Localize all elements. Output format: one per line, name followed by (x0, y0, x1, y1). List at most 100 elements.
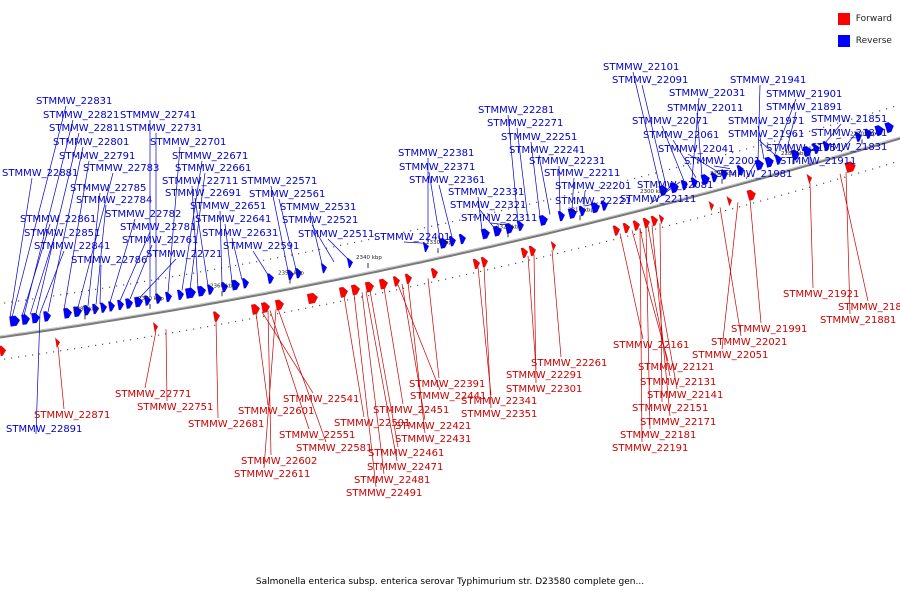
track-dot (333, 246, 335, 248)
track-dot (704, 215, 706, 217)
gene-label: STMMW_22131 (640, 377, 716, 388)
track-dot (613, 239, 615, 241)
track-dot (585, 246, 587, 248)
track-dot (711, 213, 713, 215)
forward-gene-arrow (658, 213, 665, 225)
track-dot (452, 277, 454, 279)
gene-label: STMMW_22671 (172, 151, 248, 162)
leader-line (551, 249, 562, 358)
track-dot (39, 353, 41, 355)
gene-label: STMMW_21881 (820, 315, 896, 326)
forward-gene-arrow (430, 267, 439, 279)
track-dot (627, 235, 629, 237)
track-dot (795, 190, 797, 192)
track-dot (312, 250, 314, 252)
label-leader-lines (9, 71, 869, 488)
track-dot (515, 206, 517, 208)
forward-gene-arrow (480, 256, 489, 268)
track-dot (403, 231, 405, 233)
gene-label: STMMW_22781 (120, 222, 196, 233)
reverse-gene-arrow (62, 307, 73, 319)
reverse-gene-arrow (164, 291, 173, 303)
track-dot (809, 130, 811, 132)
track-dot (431, 281, 433, 283)
track-dot (200, 327, 202, 329)
track-dot (858, 116, 860, 118)
track-dot (186, 273, 188, 275)
reverse-gene-arrow (133, 296, 144, 308)
gene-label: STMMW_22141 (647, 390, 723, 401)
track-dot (340, 300, 342, 302)
track-dot (11, 301, 13, 303)
track-dot (774, 196, 776, 198)
track-dot (886, 164, 888, 166)
track-dot (53, 351, 55, 353)
reverse-gene-arrow (516, 220, 525, 232)
track-dot (95, 344, 97, 346)
reverse-gene-arrow (30, 312, 41, 324)
leader-line (191, 185, 199, 288)
track-dot (669, 224, 671, 226)
track-dot (508, 264, 510, 266)
track-dot (284, 255, 286, 257)
track-dot (4, 302, 6, 304)
track-dot (466, 217, 468, 220)
gene-label: STMMW_22841 (34, 241, 110, 252)
reverse-gene-arrow (578, 205, 587, 217)
track-dot (102, 287, 104, 289)
reverse-gene-arrow (42, 310, 52, 322)
reverse-gene-arrow (790, 149, 801, 161)
track-dot (417, 284, 419, 286)
reverse-gene-arrow (230, 279, 241, 291)
track-dot (368, 295, 370, 297)
track-dot (529, 203, 531, 205)
forward-gene-arrow (528, 245, 537, 257)
track-dot (193, 328, 195, 330)
gene-label: STMMW_21851 (811, 114, 887, 125)
track-dot (18, 300, 20, 302)
gene-label: STMMW_22041 (658, 144, 734, 155)
leader-line (645, 226, 651, 430)
track-dot (137, 282, 139, 284)
map-caption: Salmonella enterica subsp. enterica sero… (255, 577, 645, 587)
track-dot (291, 254, 293, 256)
gene-label: STMMW_22783 (83, 163, 159, 174)
reverse-gene-arrow (124, 298, 134, 310)
track-dot (480, 214, 482, 216)
reverse-gene-arrow (480, 228, 491, 240)
track-dot (711, 157, 713, 159)
track-dot (802, 132, 804, 134)
track-dot (459, 219, 461, 221)
gene-label: STMMW_22491 (346, 488, 422, 499)
track-dot (214, 324, 216, 326)
forward-gene-arrow (152, 321, 159, 333)
track-dot (277, 313, 279, 315)
leader-line (533, 254, 537, 384)
track-dot (165, 333, 167, 335)
leader-line (477, 196, 483, 231)
leader-line (483, 265, 492, 409)
reverse-gene-arrow (206, 284, 215, 296)
track-dot (424, 227, 426, 229)
track-dot (46, 352, 48, 354)
gene-label: STMMW_22321 (450, 200, 526, 211)
track-dot (599, 242, 601, 244)
reverse-gene-arrow (492, 225, 503, 237)
track-dot (144, 280, 146, 282)
track-dot (564, 195, 566, 197)
leader-line (87, 192, 101, 306)
reverse-gene-arrow (764, 156, 775, 168)
gene-label: STMMW_22221 (555, 196, 631, 207)
gene-label: STMMW_22091 (612, 75, 688, 86)
leader-line (632, 71, 661, 188)
track-dot (606, 184, 608, 186)
leader-line (144, 330, 157, 389)
track-dot (214, 268, 216, 270)
gene-label: STMMW_22701 (150, 137, 226, 148)
track-dot (697, 161, 699, 163)
track-dot (417, 228, 419, 230)
gene-labels: STMMW_22831 STMMW_22821 STMMW_22741 STMMW_2… (2, 62, 900, 499)
gene-label: STMMW_22801 (53, 137, 129, 148)
gene-label: STMMW_22211 (544, 168, 620, 179)
